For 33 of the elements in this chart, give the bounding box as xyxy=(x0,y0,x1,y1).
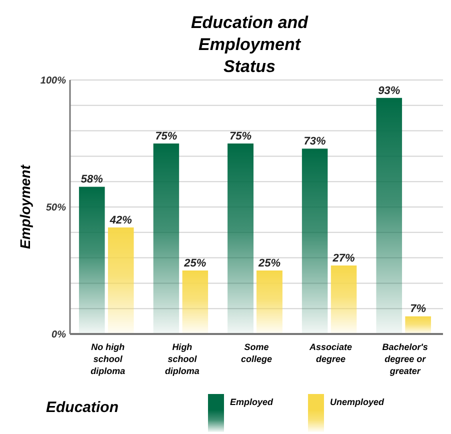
data-label: 25% xyxy=(257,258,281,270)
x-axis-title: Education xyxy=(46,399,119,416)
bar xyxy=(78,186,105,334)
bar xyxy=(302,148,328,334)
legend-label: Employed xyxy=(230,397,274,408)
bar xyxy=(228,144,254,334)
y-tick-label: 50% xyxy=(46,202,66,214)
bar xyxy=(153,144,180,334)
y-tick-label: 0% xyxy=(52,330,66,340)
legend-label: Unemployed xyxy=(330,397,385,408)
data-label: 75% xyxy=(155,130,178,142)
data-label: 27% xyxy=(332,252,356,264)
data-label: 73% xyxy=(304,136,326,148)
data-label: 75% xyxy=(229,130,252,142)
data-label: 42% xyxy=(108,214,132,226)
data-label: 7% xyxy=(410,303,426,316)
x-tick-label: High school diploma xyxy=(164,342,200,376)
x-tick-label: Some college xyxy=(240,342,272,364)
data-label: 25% xyxy=(183,258,206,270)
x-tick-label: No high school diploma xyxy=(90,342,126,376)
x-tick-label: Associate degree xyxy=(308,342,352,364)
bar xyxy=(405,316,432,334)
data-label: 93% xyxy=(378,84,400,97)
x-tick-label: Bachelor's degree or greater xyxy=(382,342,428,376)
data-label: 58% xyxy=(80,174,104,186)
bar xyxy=(256,270,282,334)
chart-title: Education and Employment Status xyxy=(190,13,309,76)
bar xyxy=(182,270,208,334)
y-tick-label: 100% xyxy=(40,76,66,86)
bar xyxy=(108,227,134,334)
bar xyxy=(330,265,357,334)
bar xyxy=(376,98,402,334)
y-axis-title: Employment xyxy=(17,164,33,250)
